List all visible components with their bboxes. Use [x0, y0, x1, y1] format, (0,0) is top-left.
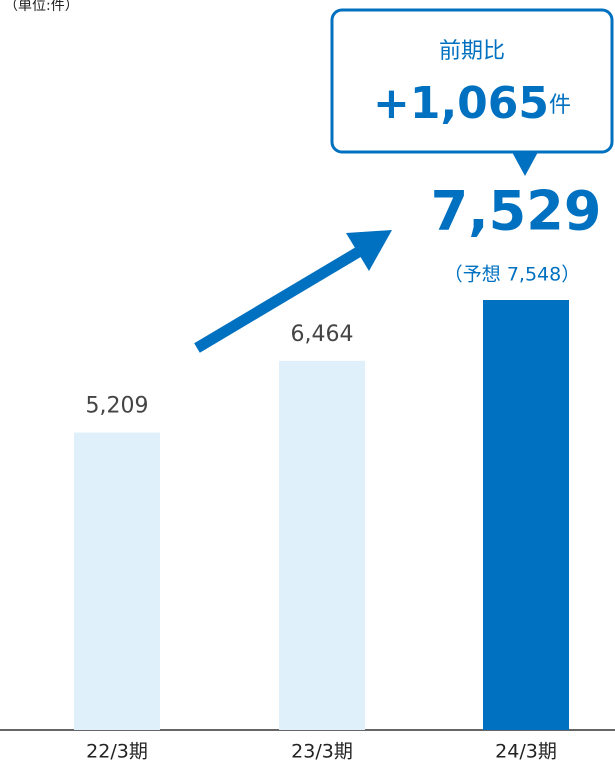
bar [483, 300, 569, 730]
callout-box [330, 8, 614, 154]
callout-text: +1,065件 [373, 78, 571, 129]
x-tick-label: 24/3期 [495, 741, 557, 763]
callout-value: +1,065 [373, 78, 549, 129]
arrow-shaft [194, 246, 363, 353]
bar [279, 360, 365, 730]
callout-unit: 件 [549, 93, 571, 118]
x-tick-label: 23/3期 [291, 741, 353, 763]
value-label: 6,464 [291, 322, 354, 347]
arrow-head [346, 230, 392, 271]
trend-arrow [194, 230, 392, 353]
unit-label: （単位:件） [4, 0, 79, 14]
callout-pointer [512, 152, 538, 176]
value-label: 7,529 [431, 180, 602, 243]
value-label: 5,209 [86, 394, 149, 419]
forecast-label: （予想 7,548） [444, 264, 580, 286]
callout: 前期比 +1,065件 [330, 8, 614, 176]
callout-title: 前期比 [439, 39, 505, 64]
x-tick-label: 22/3期 [86, 741, 148, 763]
bar [74, 432, 160, 730]
